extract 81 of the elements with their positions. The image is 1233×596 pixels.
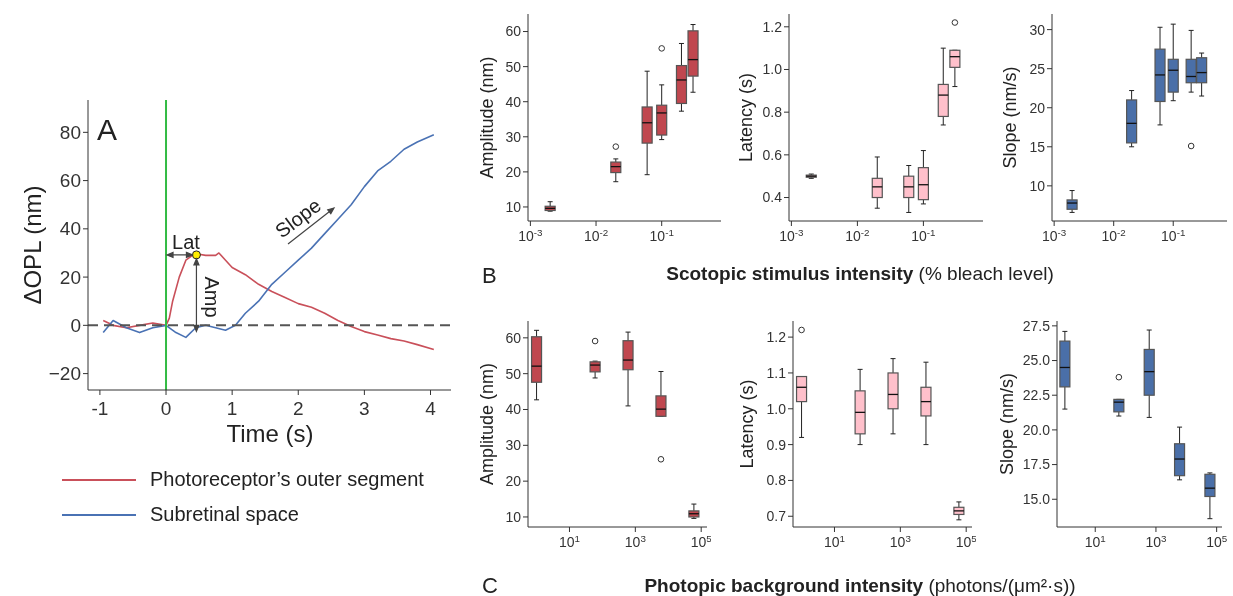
y-tick-label: 15.0 [1022, 491, 1051, 508]
legend-label: Photoreceptor’s outer segment [150, 468, 424, 491]
x-tick-label: 10$^{-3}$ [518, 226, 544, 245]
x-tick-label: 10$^{5}$ [690, 532, 713, 551]
y-tick-label: 10 [505, 198, 522, 215]
y-tick-label: 0.8 [766, 472, 787, 489]
x-tick-label: 10$^{-2}$ [1101, 226, 1126, 245]
x-tick-label: 10$^{-2}$ [583, 226, 609, 245]
x-axis-title: Photopic background intensity (photons/(μm²·s)) [644, 575, 1076, 596]
y-axis-title: Slope (nm/s) [997, 372, 1017, 476]
x-tick-label: 10$^{3}$ [624, 532, 647, 551]
annotation: A [97, 113, 118, 146]
y-tick-label: 20 [505, 473, 522, 490]
y-tick-label: 15 [1029, 138, 1046, 155]
y-tick-label: 27.5 [1022, 317, 1051, 334]
x-tick-label: 10$^{-1}$ [1161, 226, 1186, 245]
y-tick-label: 17.5 [1022, 456, 1051, 473]
y-tick-label: 0 [70, 314, 81, 336]
y-axis-title: Amplitude (nm) [477, 56, 497, 179]
x-tick-label: 3 [359, 398, 370, 420]
y-tick-label: 0.9 [766, 436, 787, 453]
y-tick-label: 0.8 [762, 104, 783, 121]
x-tick-label: 10$^{5}$ [1206, 532, 1228, 551]
annotation: Amp [201, 276, 223, 318]
y-axis-title: Slope (nm/s) [1000, 66, 1020, 169]
x-tick-label: 10$^{-3}$ [779, 226, 805, 245]
x-tick-label: 10$^{1}$ [823, 532, 845, 551]
legend-label: Subretinal space [150, 503, 299, 526]
y-tick-label: 25.0 [1022, 352, 1051, 369]
y-tick-label: 1.1 [766, 364, 787, 381]
x-tick-label: 10$^{3}$ [889, 532, 912, 551]
x-tick-label: -1 [91, 398, 109, 420]
x-tick-label: 0 [160, 398, 172, 420]
y-axis-title: ΔOPL (nm) [18, 185, 46, 305]
text: B [482, 263, 497, 288]
y-tick-label: 60 [505, 23, 522, 40]
y-tick-label: 60 [505, 329, 522, 346]
y-tick-label: 1.0 [762, 61, 783, 78]
x-axis-title: Time (s) [226, 420, 314, 447]
y-tick-label: 40 [505, 93, 522, 110]
y-tick-label: 1.2 [762, 18, 783, 35]
x-tick-label: 10$^{5}$ [955, 532, 978, 551]
y-axis-title: Amplitude (nm) [477, 362, 497, 486]
x-tick-label: 4 [425, 398, 437, 420]
x-axis-title: Scotopic stimulus intensity (% bleach level) [666, 263, 1054, 284]
y-tick-label: 20 [1029, 99, 1046, 116]
y-tick-label: 22.5 [1022, 387, 1051, 404]
y-tick-label: 1.2 [766, 329, 787, 346]
x-tick-label: 10$^{-3}$ [1042, 226, 1067, 245]
y-tick-label: 40 [505, 401, 522, 418]
y-tick-label: −20 [48, 363, 81, 385]
x-tick-label: 2 [292, 398, 304, 420]
x-tick-label: 1 [226, 398, 238, 420]
y-tick-label: 30 [1029, 21, 1046, 38]
y-tick-label: 50 [505, 58, 522, 75]
y-tick-label: 25 [1029, 60, 1046, 77]
y-tick-label: 0.7 [766, 508, 787, 525]
y-axis-title: Latency (s) [737, 379, 757, 469]
x-tick-label: 10$^{1}$ [558, 532, 580, 551]
y-tick-label: 1.0 [766, 400, 787, 417]
y-tick-label: 10 [505, 508, 522, 525]
y-tick-label: 20.0 [1022, 421, 1051, 438]
x-tick-label: 10$^{-1}$ [649, 226, 674, 245]
y-tick-label: 20 [59, 266, 81, 288]
y-tick-label: 80 [59, 121, 81, 143]
annotation: Lat [172, 231, 201, 253]
y-tick-label: 30 [505, 128, 522, 145]
text: C [482, 573, 498, 596]
y-tick-label: 50 [505, 365, 522, 382]
x-tick-label: 10$^{1}$ [1084, 532, 1106, 551]
y-tick-label: 20 [505, 163, 522, 180]
y-tick-label: 0.4 [762, 189, 783, 206]
y-tick-label: 0.6 [762, 146, 783, 163]
x-tick-label: 10$^{3}$ [1145, 532, 1168, 551]
x-tick-label: 10$^{-1}$ [911, 226, 936, 245]
y-tick-label: 30 [505, 437, 522, 454]
y-tick-label: 60 [59, 170, 81, 192]
y-tick-label: 40 [59, 218, 81, 240]
y-axis-title: Latency (s) [736, 72, 756, 163]
x-tick-label: 10$^{-2}$ [845, 226, 870, 245]
y-tick-label: 10 [1029, 177, 1046, 194]
